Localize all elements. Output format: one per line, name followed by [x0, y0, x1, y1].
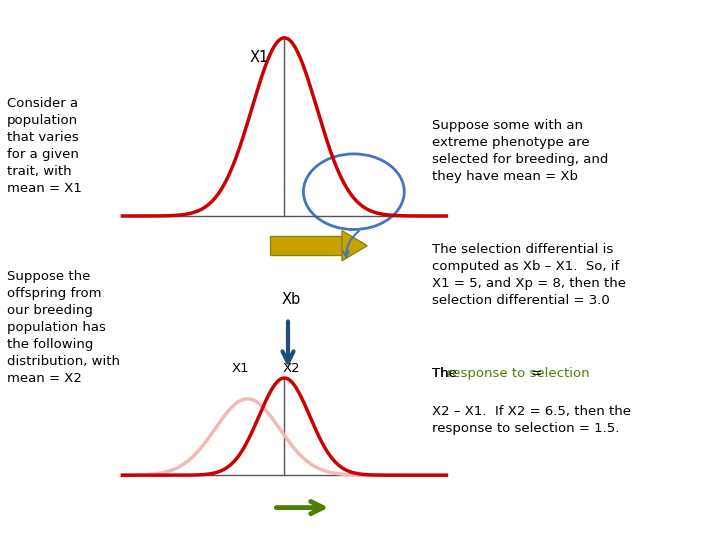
FancyBboxPatch shape [270, 236, 342, 255]
Text: X2: X2 [283, 362, 300, 375]
Text: X2 – X1.  If X2 = 6.5, then the
response to selection = 1.5.: X2 – X1. If X2 = 6.5, then the response … [432, 405, 631, 435]
Text: X1: X1 [231, 362, 249, 375]
Text: The selection differential is
computed as Xb – X1.  So, if
X1 = 5, and Xp = 8, t: The selection differential is computed a… [432, 243, 626, 307]
Text: The: The [432, 367, 461, 380]
Text: Suppose some with an
extreme phenotype are
selected for breeding, and
they have : Suppose some with an extreme phenotype a… [432, 119, 608, 183]
Text: Suppose the
offspring from
our breeding
population has
the following
distributio: Suppose the offspring from our breeding … [7, 270, 120, 385]
Text: =: = [527, 367, 543, 380]
Polygon shape [342, 231, 367, 261]
Text: The: The [432, 367, 461, 380]
Text: Xb: Xb [282, 292, 301, 307]
Text: Consider a
population
that varies
for a given
trait, with
mean = X1: Consider a population that varies for a … [7, 97, 82, 195]
Text: response to selection: response to selection [447, 367, 590, 380]
Text: X1: X1 [250, 50, 269, 65]
